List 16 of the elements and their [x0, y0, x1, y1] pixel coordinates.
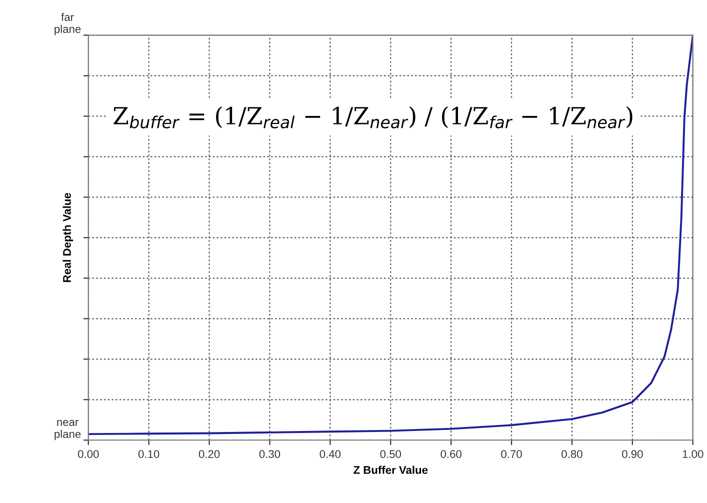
- x-tick-label: 0.60: [440, 450, 462, 458]
- y-axis-title: Real Depth Value: [62, 192, 74, 282]
- x-tick-label: 1.00: [682, 450, 704, 458]
- x-axis-title: Z Buffer Value: [354, 466, 428, 474]
- x-tick-label: 0.40: [320, 450, 341, 458]
- text: near plane: [54, 420, 81, 440]
- x-tick-label: 0.90: [622, 450, 643, 458]
- x-tick-label: 0.20: [198, 450, 220, 458]
- x-tick-label: 0.30: [259, 450, 280, 458]
- text: Z$_{buffer}$ = (1/Z$_{real}$ − 1/Z$_{near}$) / (1/Z$_{far}$ − 1/Z$_{near}$): [114, 106, 632, 128]
- x-tick-label: 0.80: [562, 450, 582, 458]
- x-tick-label: 0.50: [380, 450, 401, 458]
- x-tick-label: 0.10: [138, 450, 160, 458]
- x-tick-label: 0.00: [78, 450, 99, 458]
- text: far plane: [54, 12, 81, 36]
- x-tick-label: 0.70: [501, 450, 522, 458]
